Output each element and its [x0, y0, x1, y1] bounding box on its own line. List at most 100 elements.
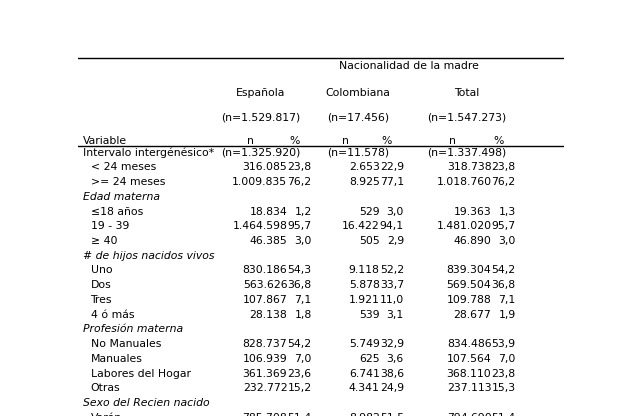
Text: 24,9: 24,9 [380, 384, 404, 394]
Text: Uno: Uno [90, 265, 112, 275]
Text: Otras: Otras [90, 384, 120, 394]
Text: 38,6: 38,6 [380, 369, 404, 379]
Text: 3,0: 3,0 [387, 207, 404, 217]
Text: 1.464.598: 1.464.598 [233, 221, 287, 231]
Text: 3,1: 3,1 [387, 310, 404, 320]
Text: 77,1: 77,1 [380, 177, 404, 187]
Text: 1,3: 1,3 [498, 207, 516, 217]
Text: 54,2: 54,2 [288, 339, 312, 349]
Text: >= 24 meses: >= 24 meses [90, 177, 165, 187]
Text: 76,2: 76,2 [288, 177, 312, 187]
Text: 36,8: 36,8 [288, 280, 312, 290]
Text: 23,8: 23,8 [288, 162, 312, 172]
Text: 839.304: 839.304 [446, 265, 492, 275]
Text: 1,9: 1,9 [498, 310, 516, 320]
Text: 7,1: 7,1 [294, 295, 312, 305]
Text: (n=11.578): (n=11.578) [327, 148, 389, 158]
Text: 8.925: 8.925 [349, 177, 380, 187]
Text: 237.113: 237.113 [447, 384, 492, 394]
Text: 2,9: 2,9 [387, 236, 404, 246]
Text: 5.749: 5.749 [349, 339, 380, 349]
Text: 828.737: 828.737 [243, 339, 287, 349]
Text: 5.878: 5.878 [349, 280, 380, 290]
Text: ≤18 años: ≤18 años [90, 207, 143, 217]
Text: 46.385: 46.385 [250, 236, 287, 246]
Text: (n=17.456): (n=17.456) [327, 112, 389, 122]
Text: 8.982: 8.982 [349, 413, 380, 416]
Text: 76,2: 76,2 [492, 177, 516, 187]
Text: 1,8: 1,8 [294, 310, 312, 320]
Text: 316.085: 316.085 [243, 162, 287, 172]
Text: 529: 529 [359, 207, 380, 217]
Text: 11,0: 11,0 [380, 295, 404, 305]
Text: 23,6: 23,6 [288, 369, 312, 379]
Text: 32,9: 32,9 [380, 339, 404, 349]
Text: 4.341: 4.341 [349, 384, 380, 394]
Text: 94,1: 94,1 [380, 221, 404, 231]
Text: %: % [493, 136, 504, 146]
Text: 7,1: 7,1 [498, 295, 516, 305]
Text: # de hijos nacidos vivos: # de hijos nacidos vivos [83, 251, 214, 261]
Text: n: n [449, 136, 456, 146]
Text: 539: 539 [359, 310, 380, 320]
Text: 106.939: 106.939 [243, 354, 287, 364]
Text: 318.738: 318.738 [447, 162, 492, 172]
Text: 54,3: 54,3 [288, 265, 312, 275]
Text: 46.890: 46.890 [453, 236, 492, 246]
Text: 3,0: 3,0 [294, 236, 312, 246]
Text: 563.626: 563.626 [243, 280, 287, 290]
Text: Sexo del Recien nacido: Sexo del Recien nacido [83, 398, 210, 408]
Text: 9.118: 9.118 [349, 265, 380, 275]
Text: (n=1.325.920): (n=1.325.920) [221, 148, 300, 158]
Text: 28.138: 28.138 [250, 310, 287, 320]
Text: 1.481.020: 1.481.020 [436, 221, 492, 231]
Text: 1.009.835: 1.009.835 [232, 177, 287, 187]
Text: 4 ó más: 4 ó más [90, 310, 134, 320]
Text: 22,9: 22,9 [380, 162, 404, 172]
Text: 107.564: 107.564 [446, 354, 492, 364]
Text: 107.867: 107.867 [243, 295, 287, 305]
Text: 830.186: 830.186 [243, 265, 287, 275]
Text: (n=1.337.498): (n=1.337.498) [428, 148, 507, 158]
Text: 51,4: 51,4 [288, 413, 312, 416]
Text: 23,8: 23,8 [492, 162, 516, 172]
Text: ≥ 40: ≥ 40 [90, 236, 117, 246]
Text: 54,2: 54,2 [492, 265, 516, 275]
Text: 19.363: 19.363 [454, 207, 492, 217]
Text: %: % [382, 136, 392, 146]
Text: 28.677: 28.677 [454, 310, 492, 320]
Text: 794.690: 794.690 [446, 413, 492, 416]
Text: 569.504: 569.504 [446, 280, 492, 290]
Text: n: n [342, 136, 349, 146]
Text: Colombiana: Colombiana [325, 88, 390, 98]
Text: < 24 meses: < 24 meses [90, 162, 155, 172]
Text: Varón: Varón [90, 413, 122, 416]
Text: %: % [290, 136, 300, 146]
Text: 95,7: 95,7 [288, 221, 312, 231]
Text: Labores del Hogar: Labores del Hogar [90, 369, 191, 379]
Text: Edad materna: Edad materna [83, 192, 161, 202]
Text: 834.486: 834.486 [447, 339, 492, 349]
Text: 15,3: 15,3 [492, 384, 516, 394]
Text: n: n [248, 136, 255, 146]
Text: 15,2: 15,2 [288, 384, 312, 394]
Text: Española: Española [236, 88, 285, 98]
Text: 52,2: 52,2 [380, 265, 404, 275]
Text: 1.921: 1.921 [349, 295, 380, 305]
Text: 1.018.760: 1.018.760 [436, 177, 492, 187]
Text: 7,0: 7,0 [294, 354, 312, 364]
Text: Nacionalidad de la madre: Nacionalidad de la madre [339, 61, 479, 71]
Text: 109.788: 109.788 [446, 295, 492, 305]
Text: 232.772: 232.772 [243, 384, 287, 394]
Text: Manuales: Manuales [90, 354, 142, 364]
Text: Dos: Dos [90, 280, 111, 290]
Text: (n=1.547.273): (n=1.547.273) [428, 112, 507, 122]
Text: No Manuales: No Manuales [90, 339, 161, 349]
Text: Total: Total [455, 88, 480, 98]
Text: 7,0: 7,0 [498, 354, 516, 364]
Text: 23,8: 23,8 [492, 369, 516, 379]
Text: Tres: Tres [90, 295, 112, 305]
Text: 368.110: 368.110 [446, 369, 492, 379]
Text: 16.422: 16.422 [342, 221, 380, 231]
Text: 51,4: 51,4 [492, 413, 516, 416]
